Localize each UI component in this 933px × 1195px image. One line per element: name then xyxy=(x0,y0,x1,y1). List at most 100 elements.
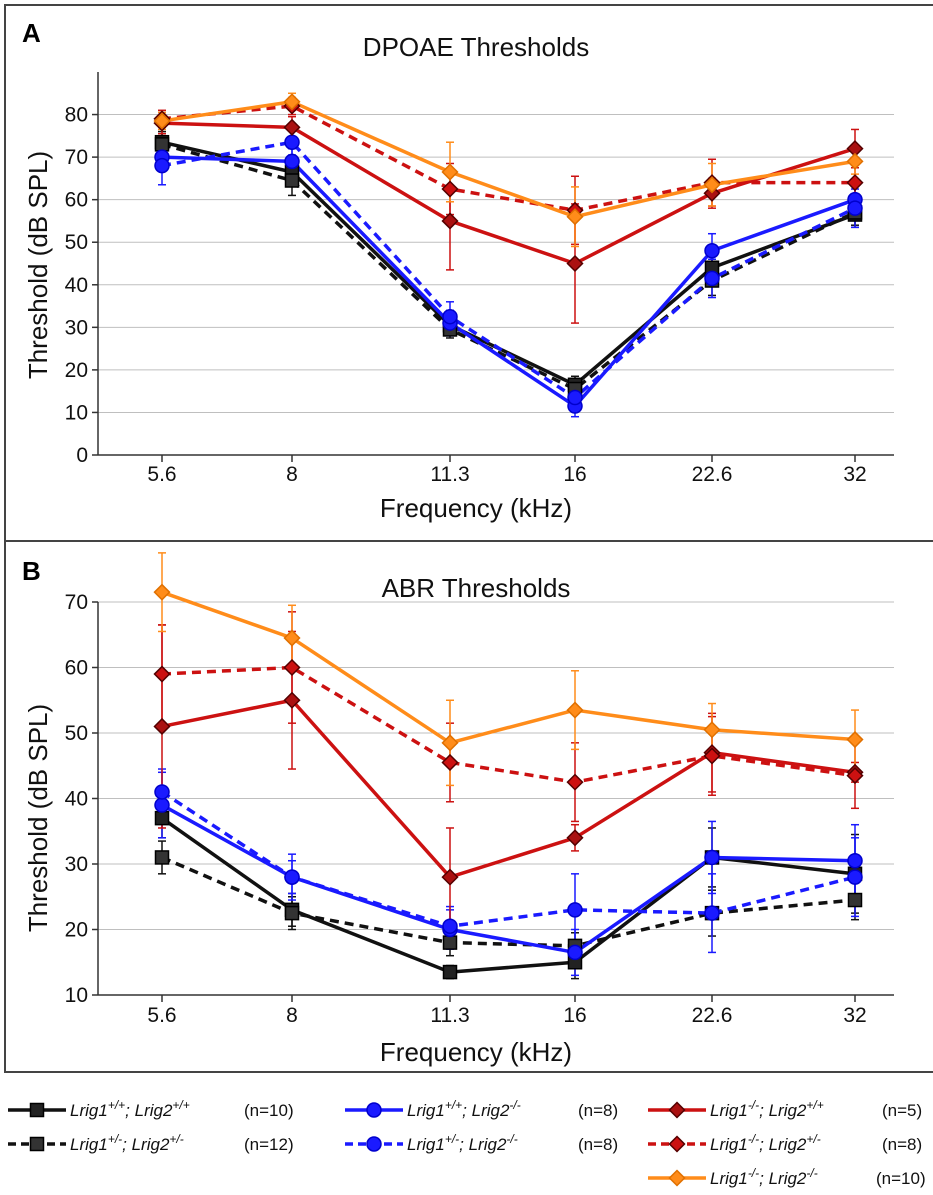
panel-b: B ABR Thresholds Frequency (kHz) Thresho… xyxy=(4,540,933,1073)
panel-b-data-point xyxy=(847,869,863,885)
panel-a: A DPOAE Thresholds Frequency (kHz) Thres… xyxy=(4,4,933,542)
panel-b-markers-wt xyxy=(154,810,863,980)
panel-b-letter: B xyxy=(22,556,41,586)
panel-b-data-point xyxy=(153,665,171,683)
panel-b-y-tick-label: 10 xyxy=(65,984,88,1007)
legend-entry-l1ko: Lrig1-/-; Lrig2+/+ (n=5) xyxy=(648,1098,922,1120)
panel-a-markers-l2ko xyxy=(154,149,863,414)
panel-b-data-point xyxy=(703,721,721,739)
panel-a-series-line-wt xyxy=(161,140,856,387)
legend-n-count: (n=8) xyxy=(882,1135,922,1154)
panel-b-markers-l1ko_het xyxy=(153,658,864,791)
panel-a-plot-area: 0 10 20 30 40 50 60 70 80 5.6 8 11.3 16 22.6 32 xyxy=(65,72,894,486)
legend-n-count: (n=5) xyxy=(882,1101,922,1120)
panel-a-y-tick-label: 50 xyxy=(65,231,88,254)
panel-a-markers-l2ko_het xyxy=(154,134,863,406)
panel-a-data-point xyxy=(283,93,301,111)
panel-a-data-point xyxy=(154,137,170,152)
panel-b-data-point xyxy=(283,629,301,647)
panel-a-data-point xyxy=(846,152,864,170)
panel-b-series-line-l2ko xyxy=(161,803,856,955)
panel-a-y-tick-label: 80 xyxy=(65,104,88,127)
panel-a-series-line-l1ko_het xyxy=(161,104,855,213)
panel-b-y-tick-label: 20 xyxy=(65,919,88,942)
panel-b-data-point xyxy=(153,717,171,736)
panel-b-title: ABR Thresholds xyxy=(382,573,571,603)
legend-marker-swatch xyxy=(29,1136,45,1152)
panel-b-markers-l1ko xyxy=(153,691,864,886)
panel-b-data-point xyxy=(154,850,170,865)
legend-entry-l2ko_het: Lrig1+/-; Lrig2-/- (n=8) xyxy=(345,1132,618,1154)
legend-n-count: (n=12) xyxy=(244,1135,294,1154)
panel-b-y-tick-label: 40 xyxy=(65,788,88,811)
panel-a-data-point xyxy=(441,180,459,198)
legend-marker-swatch xyxy=(668,1101,686,1119)
panel-a-series-line-l2ko_het xyxy=(161,140,856,400)
panel-a-series-line-l2ko xyxy=(161,155,856,408)
panel-b-data-point xyxy=(566,701,584,719)
panel-b-data-point xyxy=(566,773,584,791)
panel-b-series-line-l2ko_het xyxy=(161,790,856,928)
panel-b-data-point xyxy=(153,583,171,601)
panel-a-errorbars-dko xyxy=(158,92,859,248)
panel-b-markers-dko xyxy=(153,583,864,752)
panel-b-data-point xyxy=(847,852,863,869)
panel-b-x-tick-label: 8 xyxy=(286,1004,298,1027)
panel-a-y-tick-label: 60 xyxy=(65,189,88,212)
panel-a-errorbars-l2ko_het xyxy=(158,128,859,412)
legend-marker-swatch xyxy=(29,1102,45,1118)
panel-a-x-tick-label: 5.6 xyxy=(147,463,176,486)
panel-b-y-tick-label: 30 xyxy=(65,853,88,876)
panel-a-data-point xyxy=(566,208,584,226)
panel-b-x-tick-label: 32 xyxy=(843,1004,866,1027)
panel-a-frame xyxy=(4,4,933,542)
panel-a-data-point xyxy=(704,242,720,259)
panel-a-series-line-het xyxy=(161,142,856,391)
panel-a-data-point xyxy=(283,118,301,136)
panel-a-y-tick-label: 20 xyxy=(65,359,88,382)
legend-marker-swatch xyxy=(668,1169,686,1187)
legend-label: Lrig1+/+; Lrig2-/- xyxy=(407,1098,521,1120)
legend-entry-l2ko: Lrig1+/+; Lrig2-/- (n=8) xyxy=(345,1098,618,1120)
panel-b-series-line-l1ko_het xyxy=(161,665,856,784)
panel-a-data-point xyxy=(567,389,583,406)
panel-a-y-tick-label: 70 xyxy=(65,146,88,169)
panel-b-data-point xyxy=(441,734,459,752)
legend-n-count: (n=8) xyxy=(578,1135,618,1154)
panel-b-series-line-wt xyxy=(160,816,856,974)
panel-b-y-axis-label: Threshold (dB SPL) xyxy=(23,704,53,932)
panel-a-y-tick-label: 10 xyxy=(65,401,88,424)
legend-entry-het: Lrig1+/-; Lrig2+/- (n=12) xyxy=(8,1132,294,1154)
panel-a-data-point xyxy=(442,308,458,325)
panel-b-data-point xyxy=(567,902,583,918)
panel-b-y-tick-label: 50 xyxy=(65,722,88,745)
legend-label: Lrig1-/-; Lrig2+/- xyxy=(710,1132,821,1154)
panel-b-data-point xyxy=(441,868,459,886)
panel-a-x-tick-label: 8 xyxy=(286,463,298,486)
panel-a-data-point xyxy=(846,174,864,192)
panel-a-data-point xyxy=(284,134,300,150)
legend-entry-wt: Lrig1+/+; Lrig2+/+ (n=10) xyxy=(8,1098,294,1120)
panel-b-markers-l2ko xyxy=(154,797,863,961)
panel-b-data-point xyxy=(284,869,300,885)
panel-a-y-tick-label: 40 xyxy=(65,274,88,297)
legend-entry-dko: Lrig1-/-; Lrig2-/- (n=10) xyxy=(648,1166,926,1188)
panel-a-markers-dko xyxy=(153,93,864,226)
panel-a-data-point xyxy=(704,270,720,287)
panel-a-x-tick-label: 16 xyxy=(563,463,586,486)
panel-b-y-tick-label: 60 xyxy=(65,657,88,680)
panel-a-letter: A xyxy=(22,18,41,48)
legend-n-count: (n=8) xyxy=(578,1101,618,1120)
panel-a-data-point xyxy=(441,163,459,181)
panel-b-data-point xyxy=(566,829,584,847)
panel-a-y-tick-label: 0 xyxy=(76,444,88,467)
legend-label: Lrig1+/-; Lrig2-/- xyxy=(407,1132,518,1154)
panel-a-data-point xyxy=(284,153,300,170)
panel-b-x-tick-label: 5.6 xyxy=(147,1004,176,1027)
panel-b-data-point xyxy=(567,944,583,961)
panel-a-data-point xyxy=(703,176,721,194)
panel-b-series-layer xyxy=(153,552,864,980)
panel-b-data-point xyxy=(441,753,459,772)
legend-n-count: (n=10) xyxy=(244,1101,294,1120)
panel-a-errorbars-l1ko xyxy=(158,111,859,324)
